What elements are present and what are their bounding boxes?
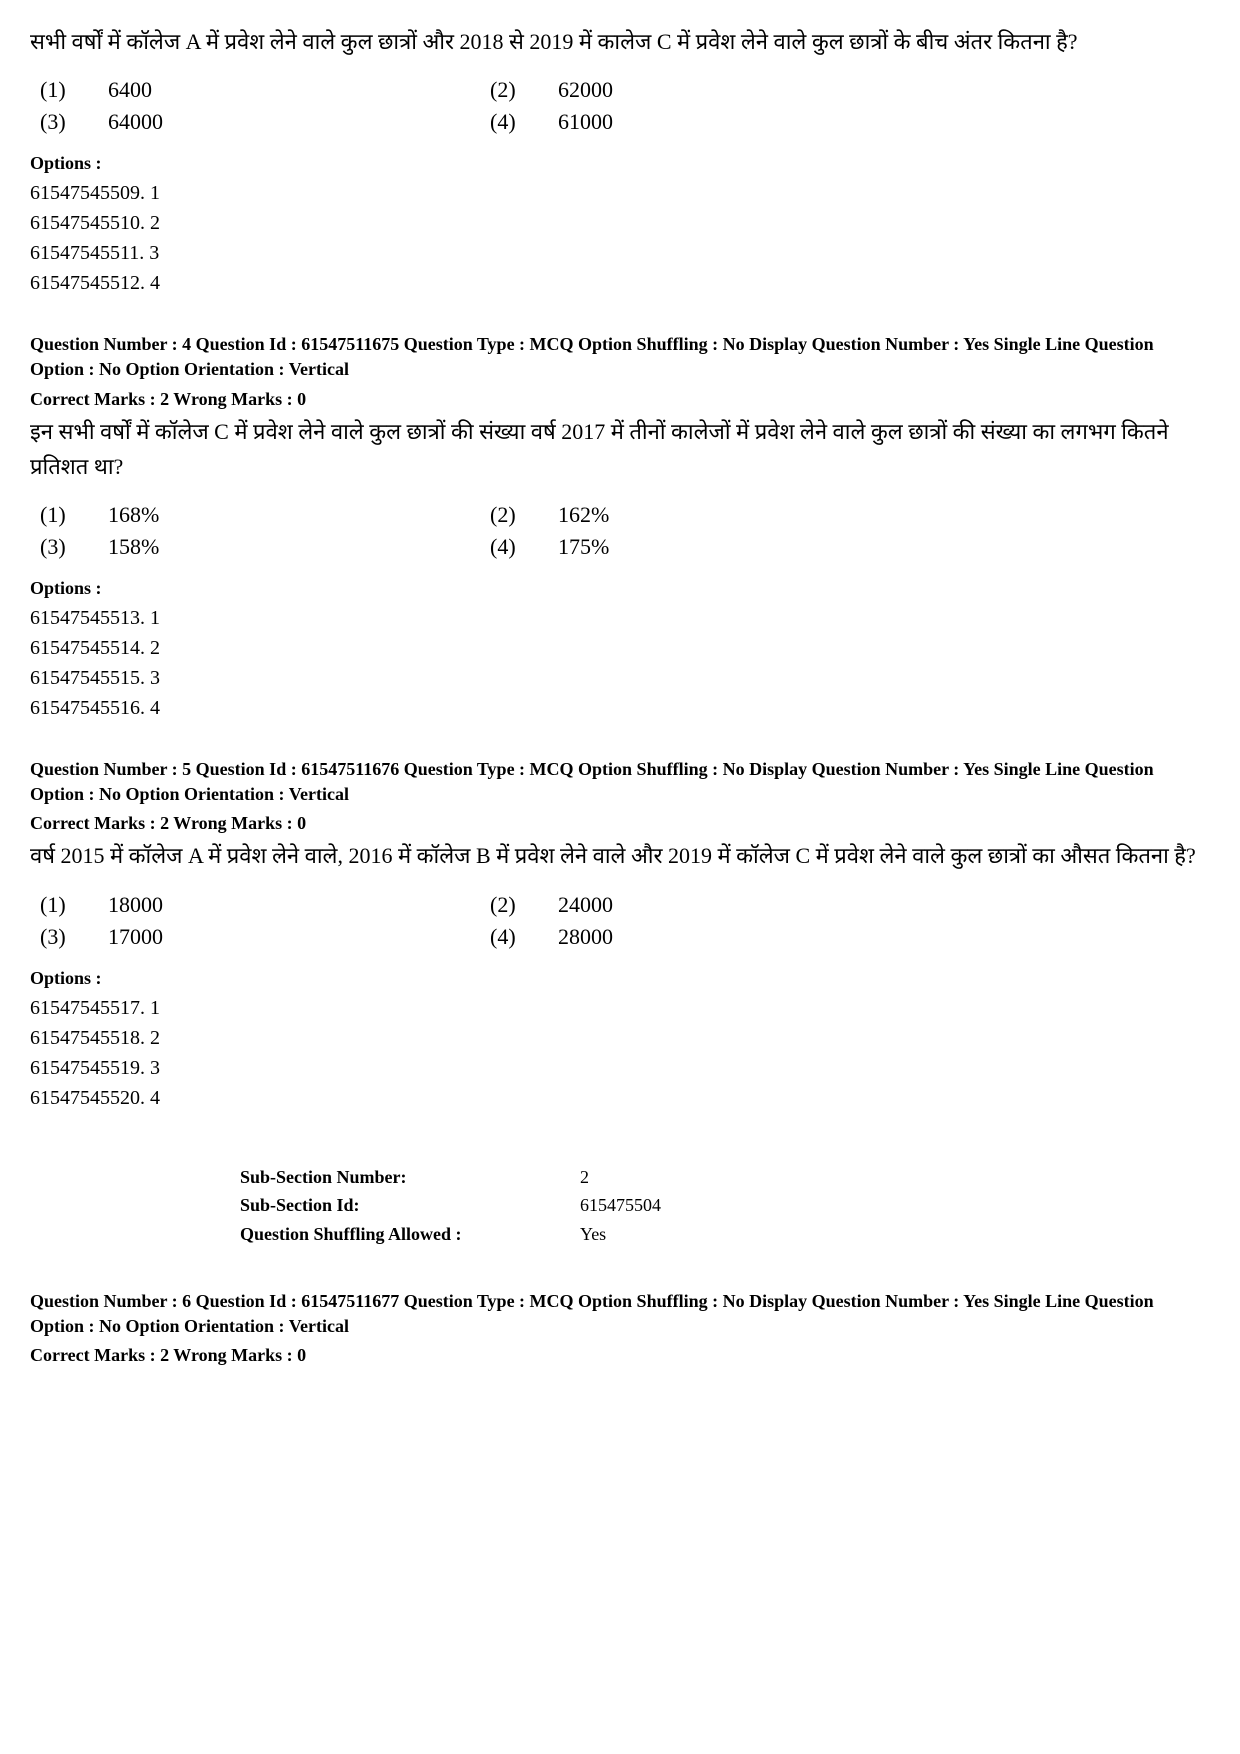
- answer-grid: (1) 6400 (2) 62000 (3) 64000 (4) 61000: [30, 77, 1210, 135]
- table-row: Question Shuffling Allowed : Yes: [240, 1220, 1210, 1249]
- answer-value: 62000: [558, 77, 613, 103]
- answer-num: (4): [490, 924, 530, 950]
- row-key: Sub-Section Id:: [240, 1191, 580, 1220]
- question-text: सभी वर्षों में कॉलेज A में प्रवेश लेने व…: [30, 24, 1210, 59]
- options-list: 61547545509. 1 61547545510. 2 6154754551…: [30, 178, 1210, 298]
- answer-num: (1): [40, 892, 80, 918]
- answer-value: 64000: [108, 109, 163, 135]
- option-item: 61547545515. 3: [30, 663, 1210, 693]
- question-5: Question Number : 5 Question Id : 615475…: [30, 757, 1210, 1113]
- answer-num: (4): [490, 534, 530, 560]
- answer-3: (3) 17000: [40, 924, 470, 950]
- answer-4: (4) 175%: [490, 534, 1210, 560]
- question-text: इन सभी वर्षों में कॉलेज C में प्रवेश लेन…: [30, 414, 1210, 484]
- answer-2: (2) 62000: [490, 77, 1210, 103]
- sub-section-table: Sub-Section Number: 2 Sub-Section Id: 61…: [240, 1163, 1210, 1249]
- answer-value: 17000: [108, 924, 163, 950]
- question-6: Question Number : 6 Question Id : 615475…: [30, 1289, 1210, 1366]
- answer-grid: (1) 18000 (2) 24000 (3) 17000 (4) 28000: [30, 892, 1210, 950]
- question-meta: Question Number : 5 Question Id : 615475…: [30, 757, 1210, 807]
- options-label: Options :: [30, 153, 1210, 174]
- question-marks: Correct Marks : 2 Wrong Marks : 0: [30, 389, 1210, 410]
- option-item: 61547545512. 4: [30, 268, 1210, 298]
- option-item: 61547545518. 2: [30, 1023, 1210, 1053]
- answer-value: 168%: [108, 502, 159, 528]
- answer-num: (3): [40, 534, 80, 560]
- question-marks: Correct Marks : 2 Wrong Marks : 0: [30, 813, 1210, 834]
- row-value: Yes: [580, 1220, 606, 1249]
- question-text: वर्ष 2015 में कॉलेज A में प्रवेश लेने वा…: [30, 838, 1210, 873]
- option-item: 61547545520. 4: [30, 1083, 1210, 1113]
- answer-num: (4): [490, 109, 530, 135]
- answer-num: (2): [490, 502, 530, 528]
- question-meta: Question Number : 4 Question Id : 615475…: [30, 332, 1210, 382]
- answer-2: (2) 162%: [490, 502, 1210, 528]
- option-item: 61547545514. 2: [30, 633, 1210, 663]
- answer-num: (3): [40, 924, 80, 950]
- answer-value: 162%: [558, 502, 609, 528]
- question-4: Question Number : 4 Question Id : 615475…: [30, 332, 1210, 723]
- options-list: 61547545517. 1 61547545518. 2 6154754551…: [30, 993, 1210, 1113]
- answer-value: 28000: [558, 924, 613, 950]
- answer-3: (3) 64000: [40, 109, 470, 135]
- answer-1: (1) 18000: [40, 892, 470, 918]
- options-list: 61547545513. 1 61547545514. 2 6154754551…: [30, 603, 1210, 723]
- question-marks: Correct Marks : 2 Wrong Marks : 0: [30, 1345, 1210, 1366]
- answer-4: (4) 28000: [490, 924, 1210, 950]
- option-item: 61547545517. 1: [30, 993, 1210, 1023]
- answer-num: (2): [490, 77, 530, 103]
- question-meta: Question Number : 6 Question Id : 615475…: [30, 1289, 1210, 1339]
- answer-value: 175%: [558, 534, 609, 560]
- option-item: 61547545519. 3: [30, 1053, 1210, 1083]
- table-row: Sub-Section Number: 2: [240, 1163, 1210, 1192]
- answer-num: (1): [40, 502, 80, 528]
- options-label: Options :: [30, 968, 1210, 989]
- answer-1: (1) 168%: [40, 502, 470, 528]
- table-row: Sub-Section Id: 615475504: [240, 1191, 1210, 1220]
- options-label: Options :: [30, 578, 1210, 599]
- option-item: 61547545510. 2: [30, 208, 1210, 238]
- answer-num: (2): [490, 892, 530, 918]
- answer-1: (1) 6400: [40, 77, 470, 103]
- answer-4: (4) 61000: [490, 109, 1210, 135]
- option-item: 61547545511. 3: [30, 238, 1210, 268]
- answer-num: (1): [40, 77, 80, 103]
- row-key: Question Shuffling Allowed :: [240, 1220, 580, 1249]
- answer-value: 18000: [108, 892, 163, 918]
- answer-value: 158%: [108, 534, 159, 560]
- answer-value: 61000: [558, 109, 613, 135]
- answer-3: (3) 158%: [40, 534, 470, 560]
- answer-grid: (1) 168% (2) 162% (3) 158% (4) 175%: [30, 502, 1210, 560]
- option-item: 61547545509. 1: [30, 178, 1210, 208]
- row-key: Sub-Section Number:: [240, 1163, 580, 1192]
- answer-num: (3): [40, 109, 80, 135]
- option-item: 61547545513. 1: [30, 603, 1210, 633]
- answer-value: 6400: [108, 77, 152, 103]
- option-item: 61547545516. 4: [30, 693, 1210, 723]
- row-value: 615475504: [580, 1191, 661, 1220]
- answer-value: 24000: [558, 892, 613, 918]
- question-3-partial: सभी वर्षों में कॉलेज A में प्रवेश लेने व…: [30, 24, 1210, 298]
- answer-2: (2) 24000: [490, 892, 1210, 918]
- row-value: 2: [580, 1163, 589, 1192]
